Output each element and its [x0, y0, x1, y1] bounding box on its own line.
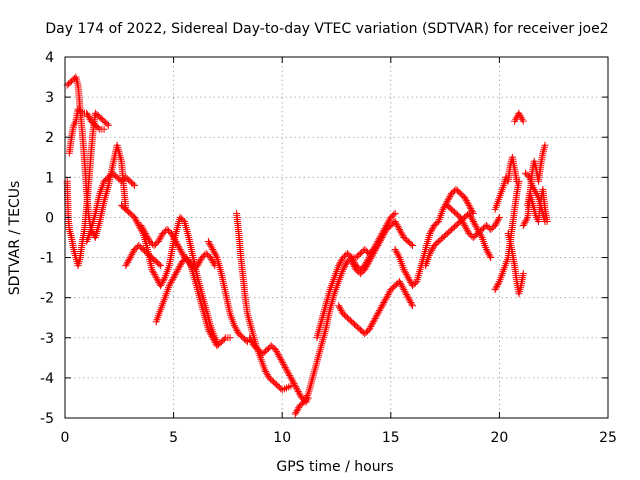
- data-point-track: [443, 201, 503, 241]
- y-tick-label: -1: [40, 251, 54, 267]
- y-tick-label: -5: [40, 411, 54, 427]
- data-point-track: [204, 238, 251, 346]
- data-point-track: [348, 218, 417, 278]
- x-tick-label: 5: [169, 430, 178, 446]
- y-tick-label: -4: [40, 371, 54, 387]
- data-point-track: [522, 169, 549, 225]
- data-point-track: [65, 105, 108, 157]
- x-tick-label: 15: [382, 430, 400, 446]
- data-point-track: [504, 230, 527, 298]
- data-points: [63, 73, 551, 418]
- x-tick-label: 20: [490, 430, 508, 446]
- data-point-track: [391, 185, 477, 290]
- x-axis-label: GPS time / hours: [276, 459, 393, 475]
- data-point-track: [511, 109, 527, 125]
- data-point-track: [335, 278, 417, 338]
- y-tick-label: -2: [40, 291, 54, 307]
- y-tick-label: 2: [45, 130, 54, 146]
- data-point-track: [233, 209, 295, 394]
- x-tick-labels: 0 5 10 15 20 25: [61, 430, 617, 446]
- y-tick-label: -3: [40, 331, 54, 347]
- data-point-track: [83, 169, 139, 245]
- y-tick-label: 0: [45, 210, 54, 226]
- y-axis-label: SDTVAR / TECUs: [7, 181, 23, 296]
- x-tick-label: 0: [61, 430, 70, 446]
- data-point-track: [313, 209, 399, 342]
- y-tick-labels: -5 -4 -3 -2 -1 0 1 2 3 4: [40, 50, 54, 427]
- data-point-track: [246, 334, 312, 406]
- axis-ticks: [64, 56, 609, 419]
- y-tick-label: 1: [45, 170, 54, 186]
- plot-frame: [64, 56, 609, 419]
- data-point-track: [291, 242, 382, 418]
- data-point-track: [152, 254, 234, 350]
- data-point-track: [491, 153, 521, 213]
- x-tick-label: 10: [273, 430, 291, 446]
- y-tick-label: 4: [45, 50, 54, 66]
- y-tick-label: 3: [45, 90, 54, 106]
- data-point-track: [122, 242, 165, 270]
- chart-title: Day 174 of 2022, Sidereal Day-to-day VTE…: [45, 21, 608, 37]
- x-tick-label: 25: [599, 430, 617, 446]
